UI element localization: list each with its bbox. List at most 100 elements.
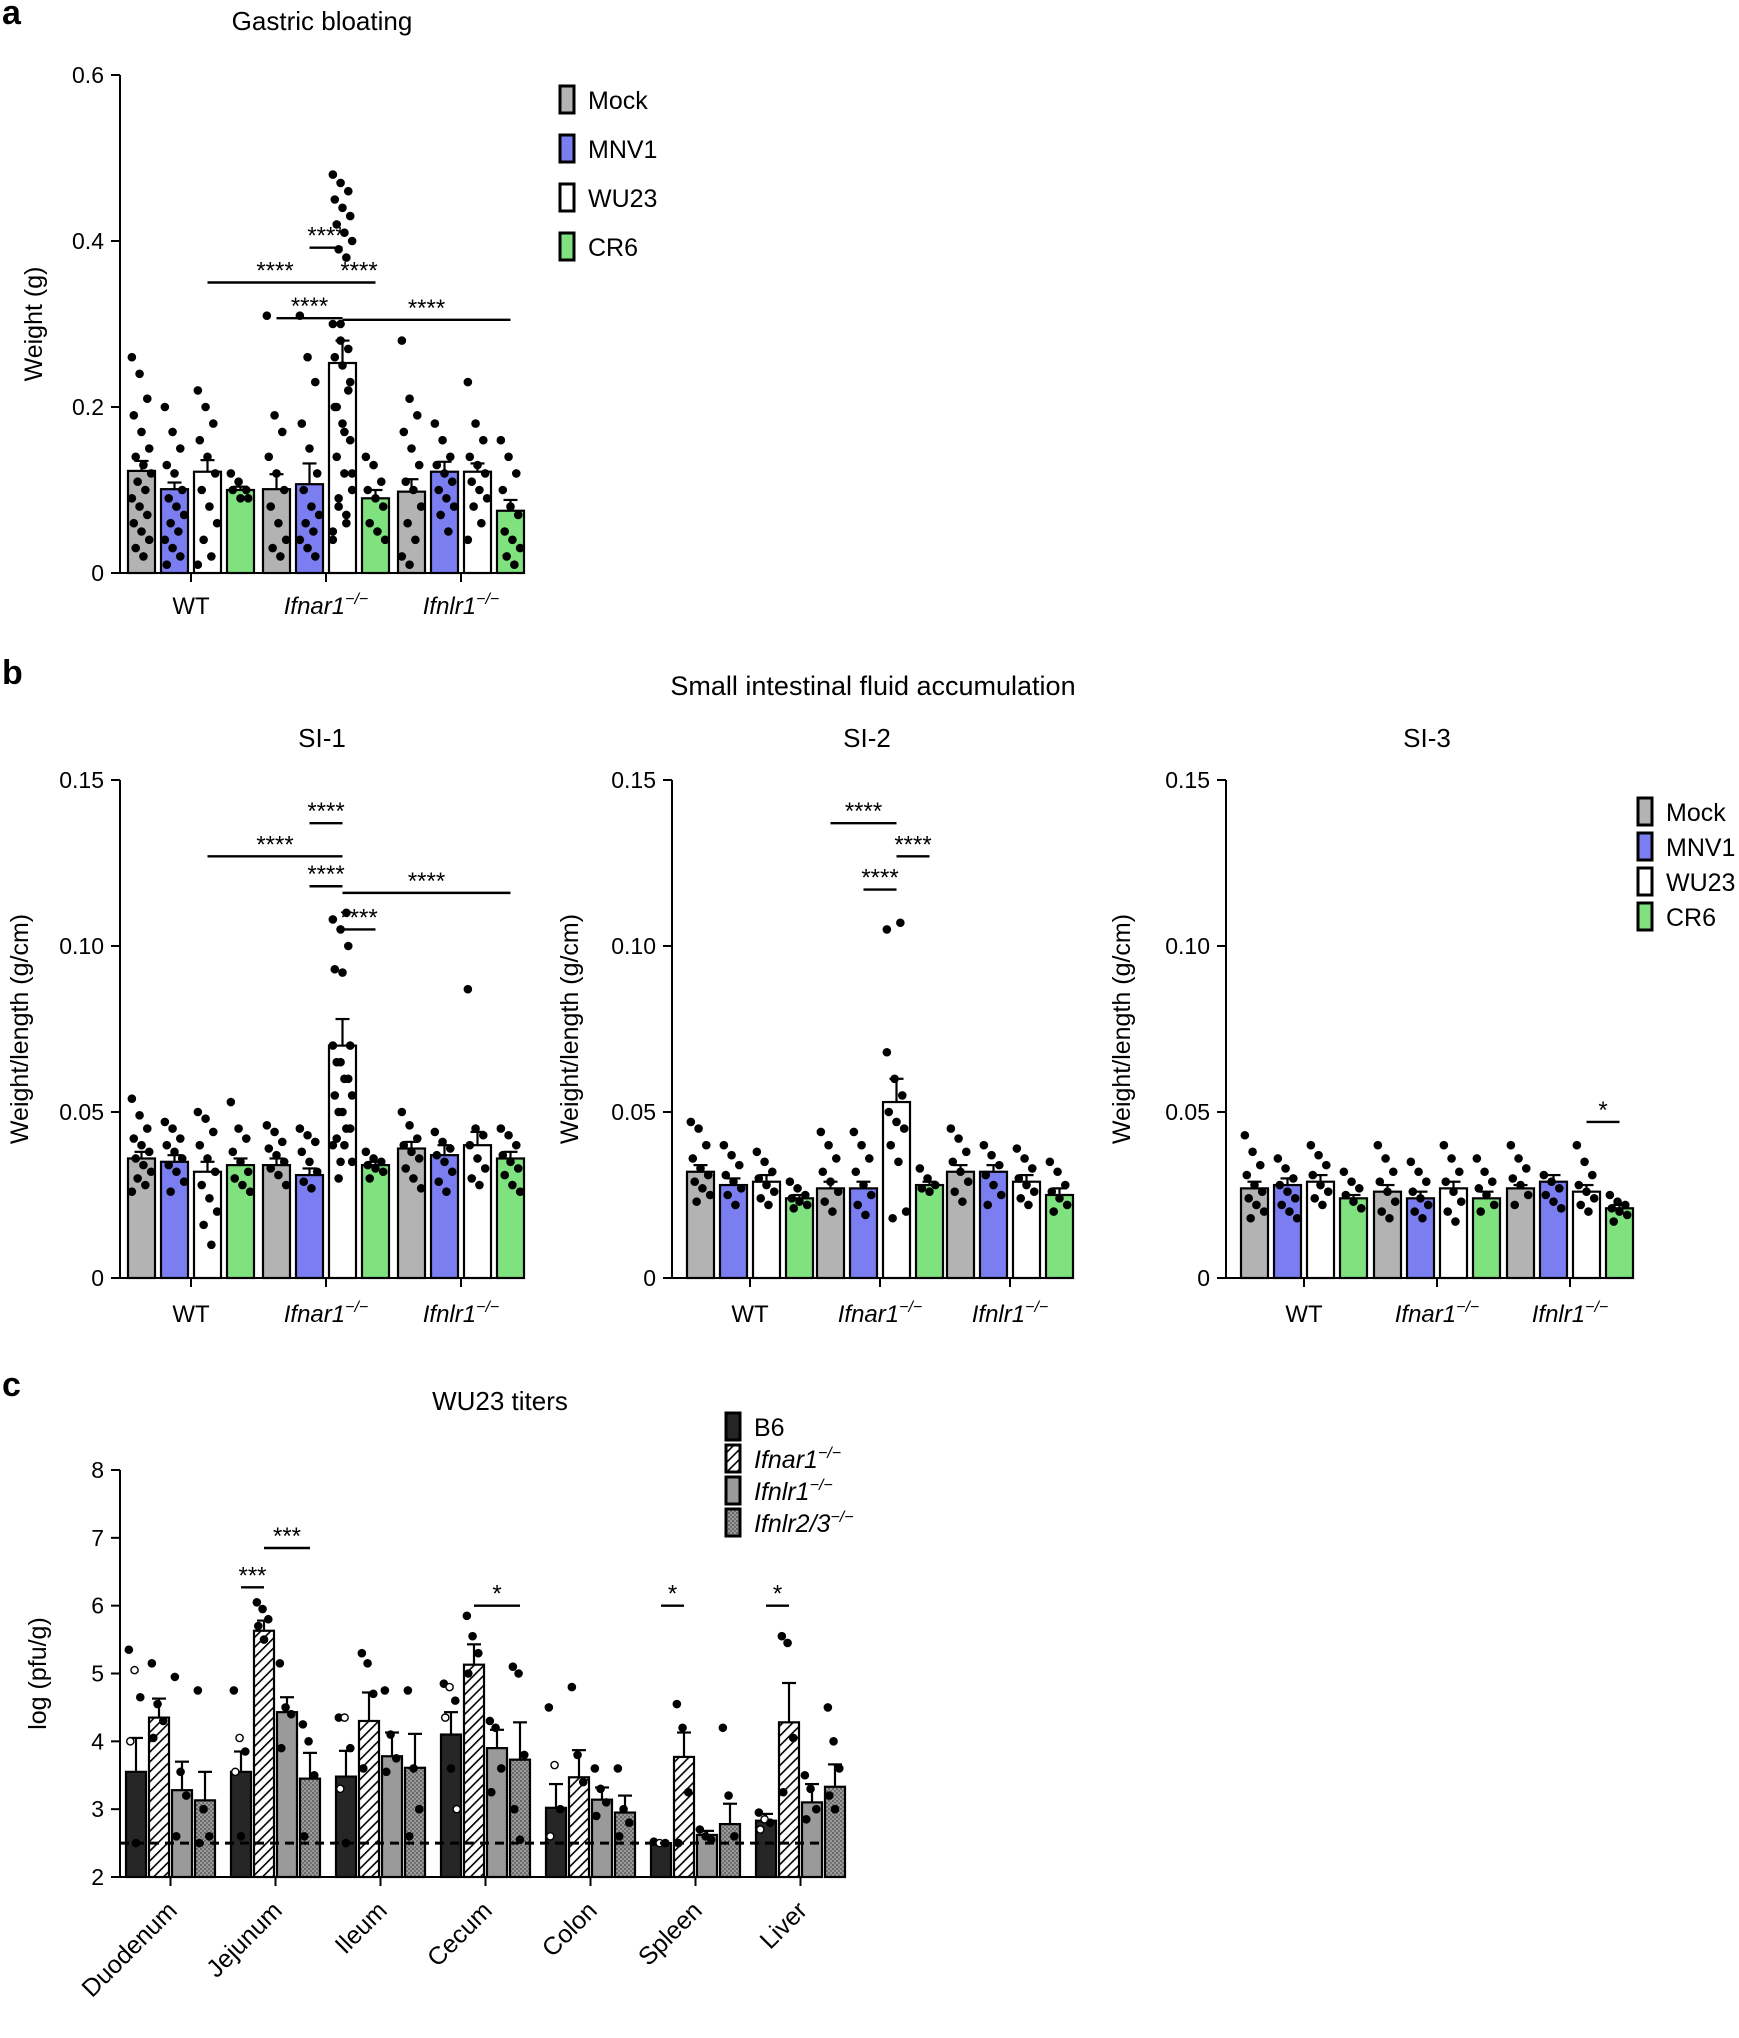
data-point-a bbox=[297, 419, 307, 428]
data-point-c bbox=[473, 1648, 483, 1658]
data-point-a bbox=[496, 435, 506, 445]
legend-b-swatch bbox=[1636, 796, 1654, 827]
data-point-b1 bbox=[365, 1174, 375, 1183]
bar-b1-Mock bbox=[261, 1164, 292, 1280]
data-point-b2 bbox=[888, 1213, 897, 1223]
x-label-sup: −/− bbox=[1025, 1299, 1048, 1316]
data-point-b3 bbox=[1510, 1200, 1520, 1210]
data-point-c bbox=[783, 1638, 792, 1648]
legend-b-swatch bbox=[1636, 901, 1654, 932]
data-point-b2 bbox=[831, 1154, 841, 1163]
data-point-b3 bbox=[1408, 1187, 1418, 1196]
data-point-a bbox=[502, 552, 511, 561]
data-point-a bbox=[416, 502, 426, 511]
significance-label-c: * bbox=[773, 1581, 782, 1608]
x-label-sup: −/− bbox=[476, 1299, 499, 1316]
chart-b1: SI-1 0 0.05 0.10 0.15 Weight/length (g/cm) WT I… bbox=[6, 723, 526, 1328]
bar-c-B6 bbox=[229, 1770, 253, 1879]
data-point-c bbox=[204, 1832, 214, 1841]
data-point-b1 bbox=[307, 1184, 316, 1193]
data-point-b3 bbox=[1257, 1187, 1267, 1196]
data-point-a bbox=[363, 485, 373, 495]
data-point-a bbox=[266, 502, 276, 511]
data-point-a bbox=[334, 493, 343, 503]
data-point-b3 bbox=[1441, 1177, 1451, 1187]
y-tick-label-c: 4 bbox=[91, 1728, 104, 1754]
data-point-b1 bbox=[414, 1154, 424, 1163]
data-point-c bbox=[258, 1604, 267, 1614]
data-point-b1 bbox=[203, 1154, 212, 1163]
data-point-c bbox=[286, 1709, 296, 1719]
data-point-a bbox=[436, 510, 445, 520]
data-point-c bbox=[754, 1808, 764, 1817]
data-point-b2 bbox=[1024, 1200, 1033, 1210]
data-point-b1 bbox=[330, 964, 340, 974]
data-point-c bbox=[496, 1764, 506, 1773]
panel-letter-a: a bbox=[2, 0, 22, 32]
bar-c-B6 bbox=[124, 1770, 148, 1879]
data-point-b2 bbox=[884, 1107, 894, 1117]
data-point-a bbox=[405, 394, 414, 404]
data-point-a bbox=[129, 410, 139, 420]
data-point-b3 bbox=[1489, 1200, 1499, 1210]
data-point-b1 bbox=[266, 1164, 276, 1173]
data-point-b2 bbox=[956, 1167, 965, 1177]
data-point-a bbox=[473, 460, 482, 470]
data-point-a bbox=[440, 469, 449, 478]
data-point-c bbox=[619, 1804, 628, 1814]
data-point-b1 bbox=[175, 1134, 185, 1143]
data-point-a bbox=[199, 535, 208, 545]
data-point-b2 bbox=[925, 1187, 934, 1196]
bar-b1-Mock bbox=[126, 1157, 157, 1280]
data-point-a bbox=[310, 377, 320, 387]
legend-c-label: Ifnar1−/− bbox=[754, 1445, 841, 1474]
data-point-a bbox=[276, 552, 285, 561]
legend-c-label-sup: −/− bbox=[830, 1509, 853, 1526]
data-point-b1 bbox=[328, 915, 338, 924]
data-point-c bbox=[252, 1597, 262, 1607]
data-point-a bbox=[310, 552, 320, 561]
bar-c-Ifnlr1−/− bbox=[590, 1798, 614, 1879]
data-point-a bbox=[407, 444, 416, 453]
data-point-a bbox=[234, 477, 243, 487]
data-point-a bbox=[162, 560, 172, 570]
data-point-b2 bbox=[859, 1180, 868, 1190]
y-axis-label-b1: Weight/length (g/cm) bbox=[6, 914, 34, 1144]
x-label-b1: Ifnlr1−/− bbox=[423, 1299, 500, 1328]
data-point-b1 bbox=[236, 1157, 245, 1167]
data-point-b2 bbox=[824, 1140, 833, 1150]
y-tick-label-a: 0.6 bbox=[72, 62, 104, 88]
data-point-a bbox=[480, 469, 490, 478]
chart-title-b2: SI-2 bbox=[843, 723, 891, 753]
y-tick-label-c: 2 bbox=[91, 1864, 104, 1890]
data-point-a bbox=[504, 452, 513, 462]
data-point-b1 bbox=[343, 941, 353, 951]
data-point-b2 bbox=[954, 1134, 963, 1143]
data-point-c bbox=[193, 1686, 203, 1695]
data-point-c bbox=[508, 1662, 518, 1672]
data-point-a bbox=[365, 518, 375, 528]
y-tick-label-c: 5 bbox=[91, 1661, 104, 1687]
data-point-c bbox=[358, 1764, 368, 1773]
data-point-b2 bbox=[826, 1177, 835, 1187]
data-point-b2 bbox=[1060, 1180, 1070, 1190]
y-tick-label-b3: 0.15 bbox=[1165, 767, 1210, 793]
data-point-b1 bbox=[277, 1137, 287, 1147]
data-point-b3 bbox=[1410, 1207, 1420, 1216]
data-point-b2 bbox=[694, 1124, 703, 1133]
data-point-a bbox=[166, 518, 175, 528]
data-point-a bbox=[399, 427, 409, 437]
data-point-a bbox=[347, 469, 357, 478]
data-point-c bbox=[830, 1804, 840, 1814]
data-point-a bbox=[168, 427, 177, 437]
data-point-b1 bbox=[230, 1174, 240, 1183]
data-point-b2 bbox=[901, 1207, 911, 1216]
data-point-b2 bbox=[1022, 1180, 1031, 1190]
data-point-a bbox=[506, 502, 515, 511]
x-label-c: Spleen bbox=[633, 1896, 708, 1971]
data-point-c bbox=[788, 1733, 798, 1743]
data-point-b3 bbox=[1248, 1147, 1257, 1157]
data-point-a bbox=[343, 186, 353, 196]
data-point-b1 bbox=[127, 1094, 137, 1104]
data-point-a bbox=[332, 452, 342, 462]
